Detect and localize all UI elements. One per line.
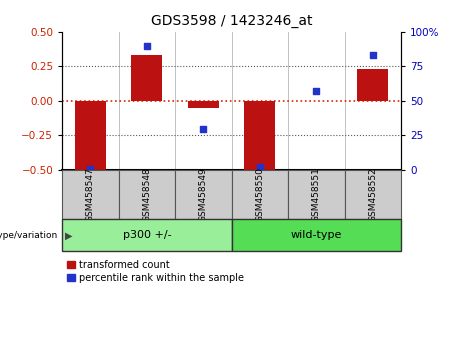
Bar [188,101,219,108]
Text: ▶: ▶ [65,230,72,240]
Text: wild-type: wild-type [291,230,342,240]
Text: GSM458551: GSM458551 [312,167,321,222]
Bar [231,219,401,251]
Point [256,164,264,170]
Bar [62,219,231,251]
Text: GSM458548: GSM458548 [142,167,152,222]
Legend: transformed count, percentile rank within the sample: transformed count, percentile rank withi… [67,260,244,282]
Text: GSM458550: GSM458550 [255,167,265,222]
Bar [357,69,388,101]
Title: GDS3598 / 1423246_at: GDS3598 / 1423246_at [151,14,313,28]
Point [313,88,320,94]
Point [369,52,377,58]
Bar [75,101,106,170]
Text: GSM458547: GSM458547 [86,167,95,222]
Text: p300 +/-: p300 +/- [123,230,171,240]
Bar [344,170,401,219]
Bar [131,55,162,101]
Bar [288,170,344,219]
Text: genotype/variation: genotype/variation [0,231,58,240]
Bar [175,170,231,219]
Bar [118,170,175,219]
Point [143,43,151,48]
Point [200,126,207,131]
Text: GSM458549: GSM458549 [199,167,208,222]
Point [87,166,94,171]
Text: GSM458552: GSM458552 [368,167,378,222]
Bar [62,170,118,219]
Bar [244,101,275,170]
Bar [231,170,288,219]
